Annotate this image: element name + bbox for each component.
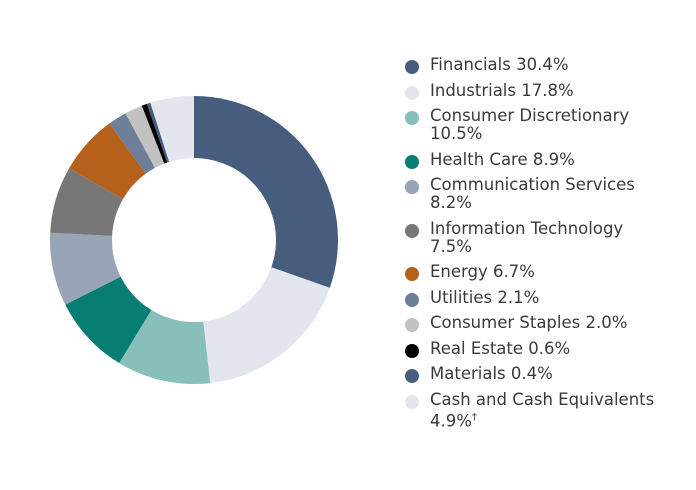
legend-value: 4.9% bbox=[430, 411, 472, 430]
legend-swatch bbox=[405, 154, 419, 169]
slice-consumer-discretionary bbox=[119, 310, 211, 384]
legend-value: 2.1% bbox=[497, 287, 540, 307]
legend-value: 7.5% bbox=[430, 236, 472, 256]
slice-energy bbox=[69, 123, 146, 200]
legend-label: Health Care bbox=[430, 149, 528, 169]
legend-item: Communication Services 8.2% bbox=[402, 176, 692, 212]
legend-label: Utilities bbox=[430, 287, 493, 307]
legend-swatch bbox=[405, 292, 419, 307]
legend-value: 8.9% bbox=[532, 149, 575, 169]
legend-swatch bbox=[405, 60, 419, 74]
slice-health-care bbox=[65, 276, 152, 364]
legend-label: Energy bbox=[430, 262, 488, 281]
legend-value: 8.2% bbox=[430, 193, 472, 212]
legend-swatch bbox=[405, 223, 419, 238]
slice-information-technology bbox=[50, 168, 123, 236]
slice-real-estate bbox=[141, 103, 168, 164]
legend-item: Industrials 17.8% bbox=[402, 80, 692, 100]
legend-value: 30.4% bbox=[516, 55, 569, 74]
legend-swatch bbox=[405, 369, 419, 383]
legend-swatch bbox=[405, 343, 419, 358]
legend-label: Consumer Discretionary bbox=[430, 106, 630, 125]
legend-swatch bbox=[405, 85, 419, 100]
legend-item: Utilities 2.1% bbox=[402, 287, 692, 307]
legend-item: Consumer Discretionary 10.5% bbox=[402, 107, 692, 143]
slice-consumer-staples bbox=[125, 105, 165, 168]
legend-label: Industrials bbox=[430, 80, 516, 100]
legend-label: Consumer Staples bbox=[430, 313, 581, 332]
donut-chart bbox=[50, 96, 339, 384]
legend-item: Cash and Cash Equivalents 4.9%† bbox=[402, 389, 692, 431]
legend-value: 17.8% bbox=[521, 80, 574, 100]
legend-value: 6.7% bbox=[493, 262, 535, 281]
legend: Financials 30.4% Industrials 17.8% Consume… bbox=[402, 56, 692, 438]
legend-item: Real Estate 0.6% bbox=[402, 338, 692, 358]
legend-item: Health Care 8.9% bbox=[402, 149, 692, 169]
slice-communication-services bbox=[50, 232, 121, 305]
legend-label: Communication Services bbox=[430, 175, 635, 194]
slice-materials bbox=[146, 102, 170, 163]
legend-value: 2.0% bbox=[585, 313, 628, 332]
legend-swatch bbox=[405, 180, 419, 194]
legend-item: Financials 30.4% bbox=[402, 56, 692, 74]
legend-label: Information Technology bbox=[430, 218, 624, 238]
slice-utilities bbox=[109, 113, 155, 174]
legend-swatch bbox=[405, 111, 419, 125]
slice-cash-and-cash-equivalents bbox=[150, 96, 194, 162]
legend-swatch bbox=[405, 267, 419, 281]
legend-value: 0.4% bbox=[510, 364, 553, 383]
legend-swatch bbox=[405, 318, 419, 332]
legend-item: Information Technology 7.5% bbox=[402, 218, 692, 256]
footnote-mark: † bbox=[471, 411, 477, 423]
legend-swatch bbox=[405, 394, 419, 409]
legend-item: Materials 0.4% bbox=[402, 365, 692, 383]
legend-item: Energy 6.7% bbox=[402, 263, 692, 281]
legend-label: Real Estate bbox=[430, 338, 524, 358]
legend-label: Materials bbox=[430, 364, 506, 383]
legend-value: 10.5% bbox=[430, 124, 483, 143]
legend-item: Consumer Staples 2.0% bbox=[402, 314, 692, 332]
legend-label: Cash and Cash Equivalents bbox=[430, 389, 655, 409]
slice-financials bbox=[194, 96, 339, 288]
slice-industrials bbox=[203, 267, 330, 384]
legend-label: Financials bbox=[430, 55, 511, 74]
legend-value: 0.6% bbox=[528, 338, 571, 358]
